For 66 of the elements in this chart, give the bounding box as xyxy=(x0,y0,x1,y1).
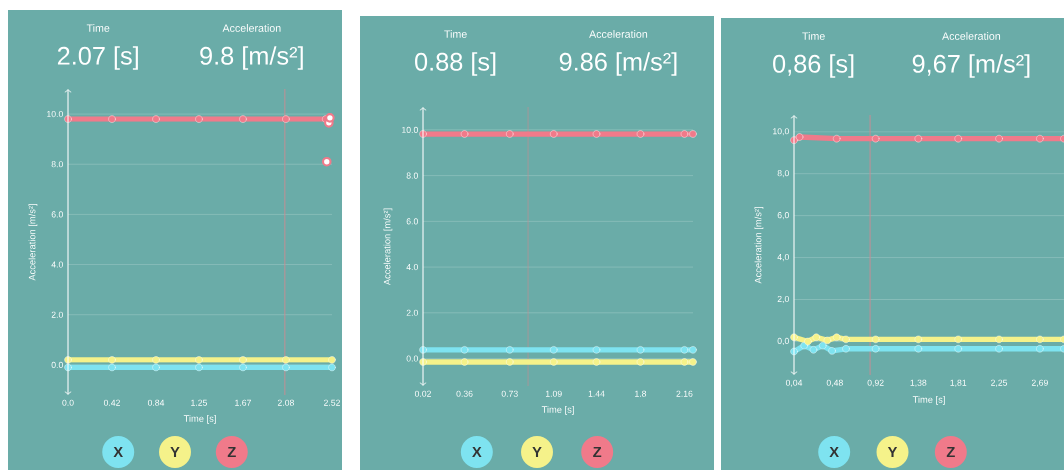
x-tick-label: 1.8 xyxy=(635,390,647,397)
y-tick-label: 10,0 xyxy=(773,128,789,136)
x-axis-title: Time [s] xyxy=(541,406,574,415)
x-axis-title: Time [s] xyxy=(912,396,945,405)
y-axis-title: Acceleration [m/s²] xyxy=(754,207,764,284)
x-tick-label: 1,38 xyxy=(910,379,927,387)
x-tick-label: 0.84 xyxy=(147,399,165,406)
y-tick-label: 2.0 xyxy=(406,309,418,316)
y-tick-label: 0.0 xyxy=(51,361,63,368)
y-tick-label: 10.0 xyxy=(47,111,63,118)
x-tick-label: 0,48 xyxy=(826,379,843,387)
y-tick-label: 8.0 xyxy=(406,172,418,179)
x-tick-label: 1.44 xyxy=(588,390,605,397)
text: Y xyxy=(170,446,180,458)
y-tick-label: 4,0 xyxy=(777,254,789,262)
y-tick-label: 8,0 xyxy=(777,170,789,178)
text: Z xyxy=(227,446,236,458)
y-tick-label: 10.0 xyxy=(402,126,418,133)
x-tick-label: 0,04 xyxy=(785,379,803,387)
y-tick-label: 0.0 xyxy=(406,355,418,362)
x-axis-title: Time [s] xyxy=(183,415,216,424)
text: Time xyxy=(802,32,825,40)
text: 0.88 [s] xyxy=(415,52,496,76)
x-tick-label: 0,92 xyxy=(867,379,884,387)
text: 0,86 [s] xyxy=(773,54,854,78)
x-tick-label: 1.67 xyxy=(235,399,251,406)
y-tick-label: 8.0 xyxy=(51,161,63,168)
text: Z xyxy=(593,446,602,458)
x-tick-label: 0.02 xyxy=(414,390,431,397)
text: 9,67 [m/s²] xyxy=(912,54,1030,78)
y-tick-label: 4.0 xyxy=(406,264,418,271)
x-tick-label: 1.25 xyxy=(191,399,208,406)
x-tick-label: 2,25 xyxy=(991,379,1008,387)
x-tick-label: 2.16 xyxy=(676,390,693,397)
text: Acceleration xyxy=(942,32,1001,40)
text: Time xyxy=(86,24,110,32)
x-tick-label: 2,69 xyxy=(1031,379,1048,387)
y-axis-title: Acceleration [m/s²] xyxy=(28,204,38,281)
text: Y xyxy=(887,446,898,458)
text: X xyxy=(472,446,482,458)
x-tick-label: 0.73 xyxy=(501,390,518,397)
x-tick-label: 0.36 xyxy=(456,390,473,397)
x-tick-label: 1.09 xyxy=(545,390,562,397)
text: Acceleration xyxy=(589,30,648,38)
text: X xyxy=(113,446,123,458)
y-tick-label: 6.0 xyxy=(406,218,418,225)
y-tick-label: 6.0 xyxy=(51,211,63,218)
text: 2.07 [s] xyxy=(57,46,138,70)
y-tick-label: 0,0 xyxy=(777,337,789,346)
x-tick-label: 0.0 xyxy=(62,399,74,406)
text: Time xyxy=(444,30,467,38)
y-tick-label: 6,0 xyxy=(777,212,789,220)
y-tick-label: 2.0 xyxy=(51,311,63,318)
x-tick-label: 2.08 xyxy=(277,399,294,406)
text: X xyxy=(829,446,839,458)
y-tick-label: 2,0 xyxy=(777,295,789,304)
text: Acceleration xyxy=(222,24,281,32)
text: Z xyxy=(946,446,955,458)
x-tick-label: 1,81 xyxy=(950,379,967,387)
x-tick-label: 2.52 xyxy=(324,399,340,406)
text: Y xyxy=(532,446,542,458)
text: 9.86 [m/s²] xyxy=(559,52,677,76)
y-axis-title: Acceleration [m/s²] xyxy=(383,208,393,286)
x-tick-label: 0.42 xyxy=(103,399,120,406)
text: 9.8 [m/s²] xyxy=(200,46,303,70)
y-tick-label: 4.0 xyxy=(51,261,63,268)
